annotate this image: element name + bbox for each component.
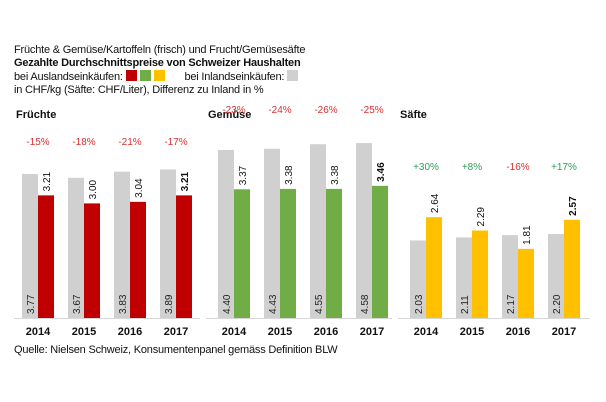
value-label-abroad: 3.21 bbox=[180, 171, 191, 191]
bar-domestic bbox=[410, 240, 426, 318]
category-label: 2016 bbox=[506, 326, 530, 338]
chart-header: Früchte & Gemüse/Kartoffeln (frisch) und… bbox=[14, 44, 305, 97]
panel-title: Gemüse bbox=[208, 109, 251, 121]
value-label-domestic: 2.20 bbox=[552, 294, 563, 314]
bar-abroad bbox=[234, 189, 250, 318]
difference-label: -17% bbox=[164, 137, 187, 148]
category-label: 2015 bbox=[460, 326, 484, 338]
category-label: 2016 bbox=[314, 326, 338, 338]
value-label-abroad: 2.29 bbox=[476, 207, 487, 227]
value-label-domestic: 3.77 bbox=[26, 294, 37, 314]
value-label-domestic: 3.67 bbox=[72, 294, 83, 314]
bar-abroad bbox=[84, 203, 100, 318]
bar-abroad bbox=[38, 195, 54, 318]
difference-label: +17% bbox=[551, 162, 577, 173]
difference-label: -23% bbox=[222, 105, 245, 116]
source-note: Quelle: Nielsen Schweiz, Konsumentenpane… bbox=[14, 344, 338, 356]
value-label-abroad: 3.46 bbox=[376, 162, 387, 182]
bar-abroad bbox=[130, 201, 146, 318]
difference-label: -25% bbox=[360, 105, 383, 116]
bar-abroad bbox=[372, 185, 388, 318]
value-label-domestic: 4.58 bbox=[360, 294, 371, 314]
category-label: 2014 bbox=[222, 326, 247, 338]
category-label: 2015 bbox=[268, 326, 292, 338]
difference-label: -16% bbox=[506, 162, 529, 173]
legend-swatch-yellow bbox=[153, 70, 165, 81]
category-label: 2017 bbox=[552, 326, 576, 338]
bar-domestic bbox=[218, 149, 234, 318]
bar-abroad bbox=[326, 188, 342, 318]
bar-domestic bbox=[114, 171, 130, 318]
legend-swatch-green bbox=[139, 70, 151, 81]
bar-abroad bbox=[564, 219, 580, 318]
legend-abroad-label: bei Auslandseinkäufen: bbox=[14, 71, 123, 83]
legend-domestic-label: bei Inlandseinkäufen: bbox=[184, 71, 285, 83]
bar-abroad bbox=[518, 248, 534, 318]
category-label: 2014 bbox=[26, 326, 51, 338]
value-label-domestic: 3.89 bbox=[164, 294, 175, 314]
bar-domestic bbox=[548, 233, 564, 318]
bar-abroad bbox=[280, 188, 296, 318]
panel-title: Säfte bbox=[400, 109, 427, 121]
bar-abroad bbox=[176, 195, 192, 318]
legend-swatch-gray bbox=[287, 70, 299, 81]
category-label: 2017 bbox=[164, 326, 188, 338]
value-label-abroad: 3.00 bbox=[88, 179, 99, 199]
bar-domestic bbox=[310, 144, 326, 318]
difference-label: +8% bbox=[462, 162, 482, 173]
header-subtitle: Gezahlte Durchschnittspreise von Schweiz… bbox=[14, 57, 301, 69]
value-label-abroad: 1.81 bbox=[522, 225, 533, 245]
panel-title: Früchte bbox=[16, 109, 56, 121]
value-label-domestic: 4.40 bbox=[222, 294, 233, 314]
bar-domestic bbox=[356, 143, 372, 318]
value-label-domestic: 4.55 bbox=[314, 294, 325, 314]
bar-abroad bbox=[472, 230, 488, 318]
value-label-abroad: 3.21 bbox=[42, 171, 53, 191]
value-label-abroad: 3.38 bbox=[330, 165, 341, 185]
difference-label: -18% bbox=[72, 137, 95, 148]
bar-domestic bbox=[502, 235, 518, 318]
value-label-domestic: 2.11 bbox=[460, 295, 471, 314]
value-label-domestic: 2.17 bbox=[506, 294, 517, 314]
value-label-abroad: 2.64 bbox=[430, 193, 441, 213]
category-label: 2016 bbox=[118, 326, 142, 338]
legend-swatch-red bbox=[125, 70, 137, 81]
bar-domestic bbox=[160, 169, 176, 318]
value-label-abroad: 3.37 bbox=[238, 165, 249, 185]
bar-abroad bbox=[426, 217, 442, 318]
difference-label: -24% bbox=[268, 105, 291, 116]
bar-domestic bbox=[456, 237, 472, 318]
bar-domestic bbox=[22, 173, 38, 318]
header-title: Früchte & Gemüse/Kartoffeln (frisch) und… bbox=[14, 44, 306, 56]
value-label-abroad: 3.04 bbox=[134, 178, 145, 198]
difference-label: +30% bbox=[413, 162, 439, 173]
bar-domestic bbox=[68, 177, 84, 318]
difference-label: -26% bbox=[314, 105, 337, 116]
category-label: 2014 bbox=[414, 326, 439, 338]
difference-label: -21% bbox=[118, 137, 141, 148]
value-label-domestic: 3.83 bbox=[118, 294, 129, 314]
bar-domestic bbox=[264, 148, 280, 318]
value-label-abroad: 3.38 bbox=[284, 165, 295, 185]
difference-label: -15% bbox=[26, 137, 49, 148]
legend-row: bei Auslandseinkäufen: bei Inlandseinkäu… bbox=[14, 70, 305, 84]
value-label-domestic: 2.03 bbox=[414, 294, 425, 314]
category-label: 2015 bbox=[72, 326, 96, 338]
header-units: in CHF/kg (Säfte: CHF/Liter), Differenz … bbox=[14, 84, 264, 96]
value-label-domestic: 4.43 bbox=[268, 294, 279, 314]
value-label-abroad: 2.57 bbox=[568, 196, 579, 216]
category-label: 2017 bbox=[360, 326, 384, 338]
